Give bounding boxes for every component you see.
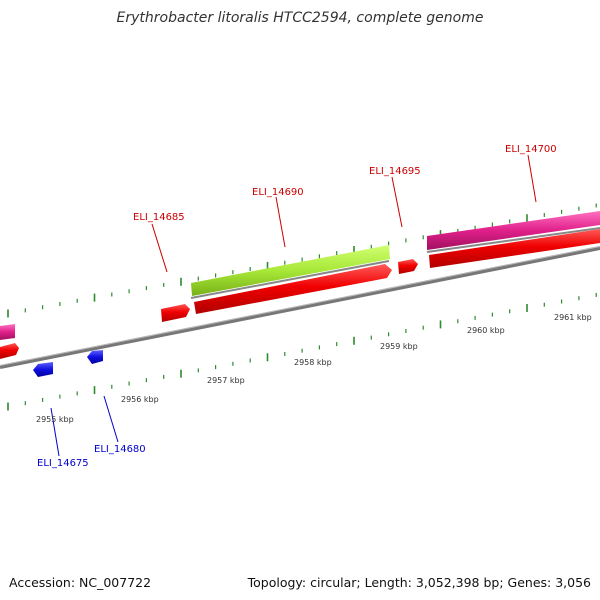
tick-row-upper (7, 203, 597, 318)
backbone-line (0, 246, 600, 369)
leader-eli-14700 (527, 154, 537, 203)
leader-eli-14675 (50, 407, 60, 457)
gene-label-eli-14680[interactable]: ELI_14680 (94, 444, 146, 455)
gene-arrow-eli-14680[interactable] (87, 350, 103, 364)
gene-label-eli-14685[interactable]: ELI_14685 (133, 212, 185, 223)
tick-row-lower (7, 292, 597, 411)
scale-label: 2961 kbp (554, 313, 592, 322)
genome-summary-text: Topology: circular; Length: 3,052,398 bp… (247, 575, 591, 590)
accession-text: Accession: NC_007722 (9, 575, 152, 590)
gene-label-eli-14675[interactable]: ELI_14675 (37, 458, 89, 469)
map-title: Erythrobacter litoralis HTCC2594, comple… (116, 10, 484, 26)
gene-arrow-eli-14690[interactable] (194, 264, 392, 314)
scale-label: 2958 kbp (294, 358, 332, 367)
green-underline (190, 260, 390, 299)
gene-label-eli-14695[interactable]: ELI_14695 (369, 166, 421, 177)
scale-label: 2959 kbp (380, 342, 418, 351)
gene-arrow-left-edge[interactable] (0, 343, 19, 359)
scale-label: 2957 kbp (207, 376, 245, 385)
scale-label: 2960 kbp (467, 326, 505, 335)
gene-arrow-eli-14675[interactable] (33, 362, 53, 377)
rrna-feature-right[interactable] (427, 211, 600, 250)
leader-eli-14690 (275, 196, 286, 248)
rrna-feature-left[interactable] (0, 324, 15, 340)
gene-label-eli-14700[interactable]: ELI_14700 (505, 144, 557, 155)
leader-eli-14685 (151, 223, 168, 273)
backbone-highlight (0, 246, 600, 366)
gene-arrow-eli-14685[interactable] (161, 304, 190, 322)
leader-eli-14695 (391, 176, 403, 228)
rrna-underline (426, 227, 600, 253)
scale-label: 2955 kbp (36, 415, 74, 424)
green-feature[interactable] (191, 245, 390, 296)
gene-arrow-eli-14700[interactable] (429, 229, 600, 268)
leader-eli-14680 (103, 395, 119, 443)
gene-label-eli-14690[interactable]: ELI_14690 (252, 187, 304, 198)
gene-arrow-eli-14695[interactable] (398, 259, 418, 274)
scale-label: 2956 kbp (121, 395, 159, 404)
